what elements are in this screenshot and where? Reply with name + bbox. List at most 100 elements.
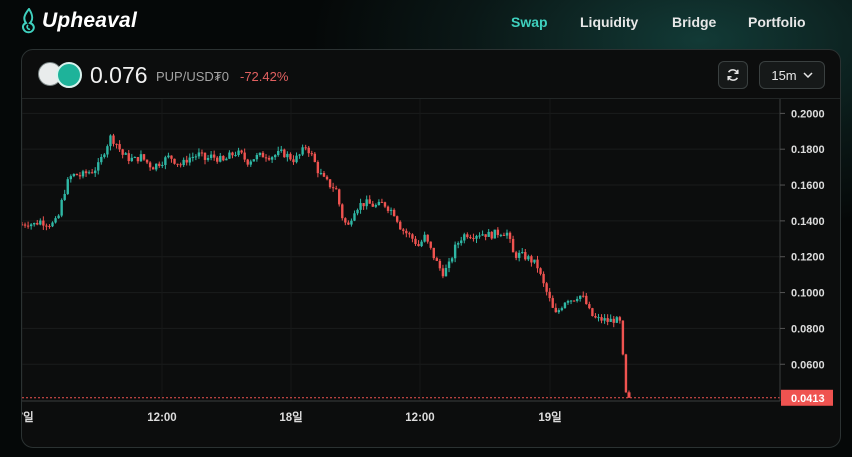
candle [618,317,622,321]
candle [307,147,310,154]
pair-label: PUP/USD₮0 [156,69,229,84]
candle [87,172,91,174]
candle [109,135,112,147]
candle [502,234,506,236]
candle [188,157,191,163]
candle [197,152,201,157]
candle [597,317,600,319]
candle [600,317,603,321]
current-price-label: 0.0413 [791,393,825,405]
candle [609,318,612,322]
y-tick-label: 0.0600 [791,359,825,371]
candle [255,155,259,160]
candle [54,218,57,223]
app-name: Upheaval [42,9,137,32]
candle [624,354,628,393]
candle [542,273,545,284]
interval-selector[interactable]: 15m [759,61,825,89]
candle [286,153,289,158]
candle [42,220,45,226]
candle [78,175,82,177]
candle [402,229,405,231]
candle [289,153,292,160]
candle [130,157,134,161]
candle [328,179,332,188]
candle [112,135,115,144]
x-tick-label: 17일 [22,410,34,424]
candle [344,218,347,223]
current-price: 0.076 [90,62,148,88]
candle [145,159,149,163]
candle [475,235,478,239]
candle [389,209,393,211]
candle [301,147,304,155]
candle [377,201,381,206]
candle [334,188,338,190]
candle [228,152,231,159]
candle [310,153,313,155]
candle [368,199,371,204]
candle [261,152,265,158]
candle [551,298,554,308]
candle [22,224,24,226]
candle [460,240,463,244]
nav-bridge[interactable]: Bridge [672,14,717,30]
price-change: -72.42% [240,69,289,84]
candle [578,295,582,299]
candle [267,157,271,160]
candle [514,252,518,258]
chart-grid [22,99,780,401]
nav-swap[interactable]: Swap [511,14,548,30]
candle [505,232,509,236]
candle [75,173,79,176]
candle [258,152,262,156]
candle [371,203,374,207]
candle [508,232,512,239]
candle [557,310,561,313]
current-price-badge [781,389,833,406]
refresh-button[interactable] [718,61,748,89]
candle [399,221,402,230]
candle [136,157,140,162]
candle [484,234,487,237]
candle [298,154,301,156]
candle [118,144,121,150]
candle [124,153,127,155]
candle [591,308,594,317]
candle [155,163,158,170]
candle [438,260,442,269]
candle [164,157,167,165]
y-tick-label: 0.1200 [791,252,825,264]
candle [36,222,39,225]
candle [386,206,390,211]
candle [219,155,222,162]
candle [453,244,457,259]
candle [252,159,256,162]
candle [359,203,362,210]
candle [463,234,466,241]
candle [490,231,493,239]
usdt0-token-icon [56,62,82,88]
candle [249,161,252,165]
candle [441,268,445,277]
candle [313,153,317,162]
y-tick-label: 0.1400 [791,216,825,228]
candle [517,252,521,258]
candle [588,304,591,309]
candle [100,156,103,163]
candle [127,153,130,161]
nav-liquidity[interactable]: Liquidity [580,14,639,30]
y-tick-label: 0.2000 [791,108,825,120]
candle [566,301,570,303]
x-tick-label: 12:00 [405,412,434,424]
candle [167,155,170,158]
candle [569,300,573,302]
nav-portfolio[interactable]: Portfolio [748,14,806,30]
candle [383,202,387,207]
candle [603,318,606,321]
candle [536,259,539,269]
upheaval-logo[interactable]: Upheaval [20,8,137,34]
candlestick-chart[interactable]: 0.2000 0.1800 0.1600 0.1400 0.1200 0.1000 0.08… [22,99,840,447]
candle [182,159,185,166]
candle [487,231,490,237]
